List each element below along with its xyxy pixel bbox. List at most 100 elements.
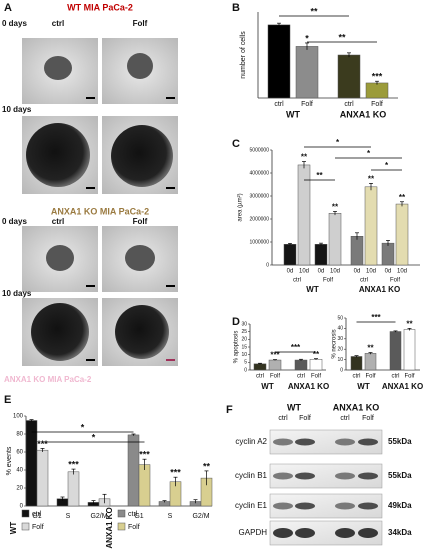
band xyxy=(358,502,378,510)
legend-label: Folf xyxy=(32,524,44,531)
bar xyxy=(267,24,291,99)
panel-label: F xyxy=(226,404,233,416)
x-tick-label: ctrl xyxy=(392,374,400,380)
blot-lane: ctrl xyxy=(340,415,350,422)
category-label: G1 xyxy=(32,513,41,520)
bracket-label: ** xyxy=(316,171,323,180)
column-label: Folf xyxy=(133,217,148,226)
panel-label: E xyxy=(4,394,11,406)
x-tick-label: Folf xyxy=(404,374,414,380)
band xyxy=(295,438,315,446)
size-label: 55kDa xyxy=(388,471,412,480)
bracket-label: * xyxy=(92,432,96,442)
y-tick-label: 30 xyxy=(337,336,343,342)
x-tick-label: 0d xyxy=(318,269,325,275)
size-label: 55kDa xyxy=(388,437,412,446)
significance: ** xyxy=(332,203,339,212)
protein-label: cyclin B1 xyxy=(235,471,268,480)
y-tick-label: 40 xyxy=(16,468,23,474)
bracket-label: * xyxy=(385,161,389,170)
band xyxy=(295,472,315,480)
x-tick-label: ctrl xyxy=(297,374,305,380)
y-tick-label: 40 xyxy=(337,326,343,332)
bracket-label: ** xyxy=(338,32,346,42)
y-tick-label: 20 xyxy=(337,347,343,353)
y-axis-label: area (µm²) xyxy=(238,193,244,221)
group-label: ANXA1 KO xyxy=(359,285,400,294)
legend-label: Folf xyxy=(128,524,140,531)
x-tick-label: Folf xyxy=(301,101,313,108)
category-label: Folf xyxy=(390,278,400,284)
legend-swatch xyxy=(21,522,30,531)
bracket-label: * xyxy=(336,138,340,147)
bar xyxy=(350,236,364,266)
row-label: 0 days xyxy=(2,217,27,226)
blot-lane: Folf xyxy=(299,415,311,422)
bar xyxy=(67,471,80,507)
group-label: WT xyxy=(286,109,300,119)
panel-title: WT MIA PaCa-2 xyxy=(67,2,133,12)
significance: ** xyxy=(203,461,211,471)
y-tick-label: 15 xyxy=(241,344,247,350)
significance: *** xyxy=(170,468,181,478)
category-label: G2/M xyxy=(192,513,209,520)
x-tick-label: ctrl xyxy=(353,374,361,380)
significance: ** xyxy=(367,344,374,353)
significance: ** xyxy=(406,320,413,329)
y-tick-label: 1000000 xyxy=(250,239,270,245)
category-label: S xyxy=(66,513,71,520)
significance: ** xyxy=(301,153,308,162)
bar xyxy=(365,82,389,99)
bar xyxy=(395,203,409,266)
protein-label: cyclin A2 xyxy=(235,437,267,446)
significance: *** xyxy=(37,439,48,449)
band xyxy=(358,438,378,446)
group-label: ANXA1 KO xyxy=(340,109,387,119)
y-tick-label: 5 xyxy=(244,360,247,366)
x-tick-label: Folf xyxy=(270,374,280,380)
x-tick-label: 10d xyxy=(330,269,340,275)
category-label: S xyxy=(168,513,173,520)
legend-swatch xyxy=(21,509,30,518)
category-label: G2/M xyxy=(90,513,107,520)
band xyxy=(295,502,315,510)
panel-label: A xyxy=(4,2,12,14)
x-tick-label: 0d xyxy=(354,269,361,275)
x-tick-label: Folf xyxy=(371,101,383,108)
bar xyxy=(309,359,323,371)
x-tick-label: Folf xyxy=(365,374,375,380)
band xyxy=(273,502,293,510)
bracket-label: *** xyxy=(291,343,301,352)
y-tick-label: 0 xyxy=(340,367,343,373)
y-tick-label: 25 xyxy=(241,329,247,335)
bar xyxy=(364,186,378,266)
x-tick-label: Folf xyxy=(311,374,321,380)
band xyxy=(335,438,355,446)
bracket-label: * xyxy=(81,422,85,432)
bar xyxy=(403,329,416,371)
group-label: ANXA1 KO xyxy=(288,382,329,391)
band xyxy=(295,528,315,538)
row-label: 10 days xyxy=(2,105,32,114)
y-axis-label: % events xyxy=(6,446,13,475)
y-tick-label: 0 xyxy=(266,262,269,268)
y-tick-label: 10 xyxy=(241,352,247,358)
group-label: WT xyxy=(261,382,274,391)
band xyxy=(335,472,355,480)
legend-label: ctrl xyxy=(128,511,138,518)
faint-label: ANXA1 KO MIA PaCa-2 xyxy=(4,375,92,384)
column-label: Folf xyxy=(133,19,148,28)
significance: ** xyxy=(313,350,320,359)
y-tick-label: 2000000 xyxy=(250,216,270,222)
bar xyxy=(295,46,319,99)
significance: *** xyxy=(68,459,79,469)
bar xyxy=(314,244,328,266)
band xyxy=(273,438,293,446)
blot-group: WT xyxy=(287,402,301,412)
bar xyxy=(337,54,361,99)
bracket-label: *** xyxy=(371,313,381,322)
y-tick-label: 20 xyxy=(241,337,247,343)
x-tick-label: 10d xyxy=(366,269,376,275)
x-tick-label: 0d xyxy=(385,269,392,275)
